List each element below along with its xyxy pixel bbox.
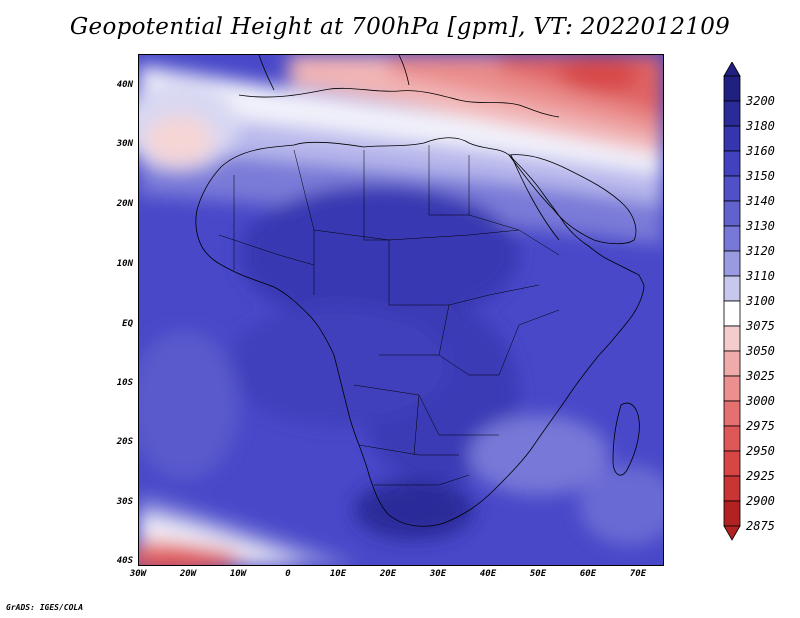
legend-level-label: 2950 bbox=[746, 444, 775, 458]
legend-underflow-triangle bbox=[723, 525, 741, 541]
grads-credit: GrADS: IGES/COLA bbox=[6, 603, 84, 612]
legend-swatch bbox=[723, 150, 741, 177]
lat-label-40n: 40N bbox=[116, 80, 133, 90]
legend-level-label: 3150 bbox=[746, 169, 775, 183]
height-field-shading bbox=[139, 55, 663, 565]
legend-level-label: 2975 bbox=[746, 419, 775, 433]
legend-level-label: 2875 bbox=[746, 519, 775, 533]
legend-swatch bbox=[723, 425, 741, 452]
legend-swatch bbox=[723, 450, 741, 477]
legend-level-label: 3000 bbox=[746, 394, 775, 408]
lon-label-60e: 60E bbox=[579, 569, 597, 579]
legend-swatch bbox=[723, 175, 741, 202]
lon-label-10w: 10W bbox=[229, 569, 247, 579]
legend-swatch bbox=[723, 275, 741, 302]
legend-swatch bbox=[723, 350, 741, 377]
legend-swatch bbox=[723, 300, 741, 327]
legend-level-label: 3025 bbox=[746, 369, 775, 383]
legend-swatch bbox=[723, 125, 741, 152]
lon-label-20e: 20E bbox=[379, 569, 397, 579]
legend-swatch bbox=[723, 200, 741, 227]
lon-label-0: 0 bbox=[285, 569, 291, 579]
lat-label-10n: 10N bbox=[116, 259, 133, 269]
lon-label-30w: 30W bbox=[129, 569, 147, 579]
legend-swatch bbox=[723, 100, 741, 127]
lat-label-30s: 30S bbox=[116, 497, 133, 507]
legend-level-label: 3120 bbox=[746, 244, 775, 258]
legend-swatch bbox=[723, 250, 741, 277]
contour-map bbox=[139, 55, 663, 565]
legend-level-label: 2925 bbox=[746, 469, 775, 483]
lon-label-40e: 40E bbox=[479, 569, 497, 579]
color-legend: 3200 3180 3160 3150 3140 3130 3120 3110 3100 3075… bbox=[718, 62, 798, 562]
country-borders bbox=[218, 145, 560, 486]
legend-swatch bbox=[723, 75, 741, 102]
lat-label-20n: 20N bbox=[116, 199, 133, 209]
legend-swatch bbox=[723, 375, 741, 402]
legend-level-label: 3140 bbox=[746, 194, 775, 208]
legend-swatch bbox=[723, 500, 741, 527]
lat-label-10s: 10S bbox=[116, 378, 133, 388]
legend-level-label: 2900 bbox=[746, 494, 775, 508]
legend-overflow-triangle bbox=[723, 62, 741, 77]
lat-label-40s: 40S bbox=[116, 556, 133, 566]
lon-label-30e: 30E bbox=[429, 569, 447, 579]
lat-label-30n: 30N bbox=[116, 139, 133, 149]
legend-level-label: 3160 bbox=[746, 144, 775, 158]
lat-label-eq: EQ bbox=[122, 319, 133, 329]
legend-level-label: 3200 bbox=[746, 94, 775, 108]
legend-level-label: 3130 bbox=[746, 219, 775, 233]
legend-swatch bbox=[723, 325, 741, 352]
lon-label-70e: 70E bbox=[629, 569, 647, 579]
legend-level-label: 3180 bbox=[746, 119, 775, 133]
map-title: Geopotential Height at 700hPa [gpm], VT:… bbox=[69, 14, 731, 40]
map-panel bbox=[138, 54, 664, 566]
coastline-africa bbox=[195, 55, 645, 527]
legend-level-label: 3050 bbox=[746, 344, 775, 358]
legend-swatch bbox=[723, 475, 741, 502]
legend-swatch bbox=[723, 225, 741, 252]
legend-level-label: 3110 bbox=[746, 269, 775, 283]
lon-label-10e: 10E bbox=[329, 569, 347, 579]
legend-level-label: 3075 bbox=[746, 319, 775, 333]
lon-label-50e: 50E bbox=[529, 569, 547, 579]
color-bar bbox=[723, 62, 741, 541]
lon-label-20w: 20W bbox=[179, 569, 197, 579]
lat-label-20s: 20S bbox=[116, 437, 133, 447]
legend-level-label: 3100 bbox=[746, 294, 775, 308]
legend-swatch bbox=[723, 400, 741, 427]
